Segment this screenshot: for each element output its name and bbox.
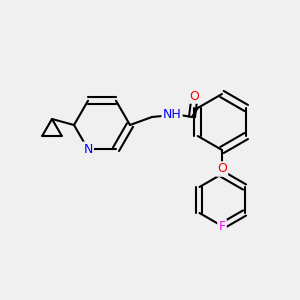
Text: N: N <box>83 143 93 156</box>
Text: O: O <box>189 89 199 103</box>
Text: O: O <box>217 163 227 176</box>
Text: NH: NH <box>163 109 182 122</box>
Text: F: F <box>218 220 226 232</box>
